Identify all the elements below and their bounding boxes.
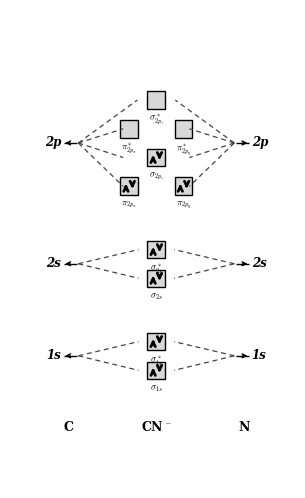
- Bar: [175, 120, 192, 137]
- Text: $\pi^*_{2p_y}$: $\pi^*_{2p_y}$: [176, 142, 191, 157]
- Bar: [147, 362, 165, 379]
- Bar: [147, 333, 165, 351]
- Text: CN$^-$: CN$^-$: [141, 420, 172, 434]
- Text: 2s: 2s: [252, 257, 266, 270]
- Text: $\sigma^*_{2s}$: $\sigma^*_{2s}$: [150, 263, 163, 276]
- Text: $\pi_{2p_y}$: $\pi_{2p_y}$: [176, 200, 191, 211]
- Text: 2p: 2p: [45, 136, 61, 149]
- Text: 2s: 2s: [46, 257, 61, 270]
- Text: 1s: 1s: [46, 349, 61, 362]
- Text: $\sigma_{2s}$: $\sigma_{2s}$: [150, 292, 163, 302]
- Text: N: N: [238, 421, 249, 434]
- Text: 2p: 2p: [252, 136, 268, 149]
- Bar: [120, 177, 138, 195]
- Text: $\sigma^*_{2p_z}$: $\sigma^*_{2p_z}$: [149, 114, 164, 127]
- Bar: [147, 241, 165, 258]
- Text: C: C: [64, 421, 74, 434]
- Bar: [175, 177, 192, 195]
- Text: $\sigma_{2p_z}$: $\sigma_{2p_z}$: [149, 171, 164, 182]
- Text: $\sigma^*_{1s}$: $\sigma^*_{1s}$: [150, 355, 163, 368]
- Bar: [147, 149, 165, 166]
- Text: $\sigma_{1s}$: $\sigma_{1s}$: [150, 384, 163, 394]
- Text: $\pi^*_{2p_x}$: $\pi^*_{2p_x}$: [121, 142, 137, 156]
- Bar: [120, 120, 138, 137]
- Text: $\pi_{2p_x}$: $\pi_{2p_x}$: [121, 200, 137, 210]
- Text: 1s: 1s: [252, 349, 266, 362]
- Bar: [147, 269, 165, 287]
- Bar: [147, 91, 165, 109]
